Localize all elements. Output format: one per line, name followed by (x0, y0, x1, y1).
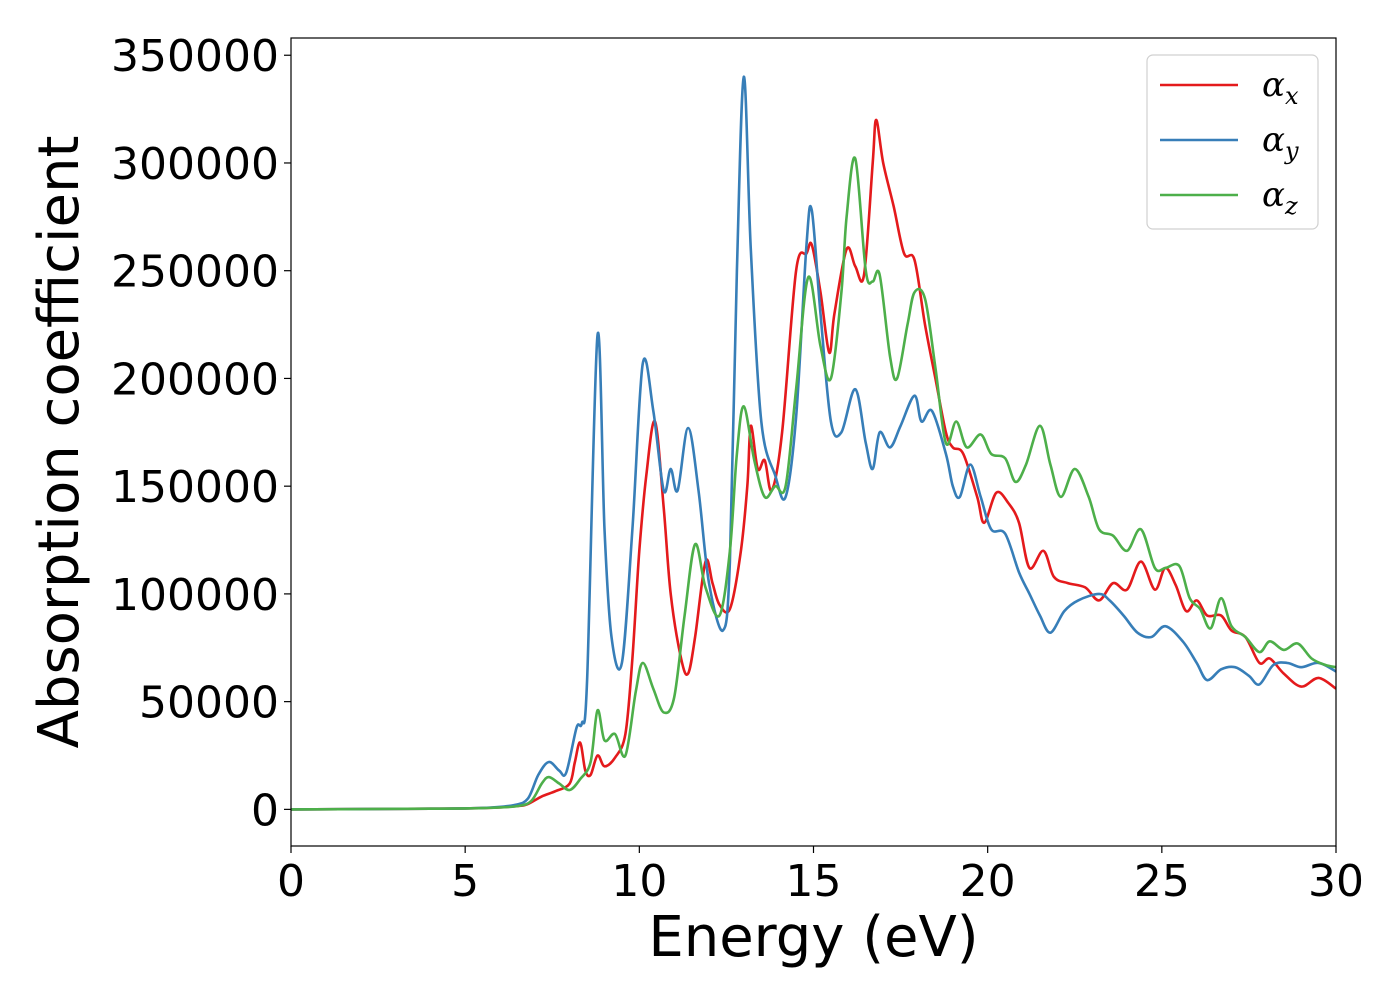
series-layer (291, 75, 1336, 811)
x-tick-label: 30 (1308, 856, 1364, 907)
tick-layer: 0 5 10 15 20 25 30 0 50000 100000 150000 200000 2500… (111, 31, 1364, 907)
y-tick-label: 350000 (111, 31, 279, 82)
series-line-x (291, 118, 1336, 811)
legend-label-y: αy (1262, 120, 1299, 165)
y-tick-label: 300000 (111, 139, 279, 190)
legend-box (1146, 54, 1319, 230)
y-axis-label: Absorption coefficient (27, 136, 92, 749)
x-tick-label: 25 (1134, 856, 1190, 907)
series-line-y (291, 75, 1336, 811)
plot-frame (290, 37, 1337, 847)
y-tick-label: 250000 (111, 247, 279, 298)
x-tick-label: 10 (611, 856, 667, 907)
x-tick-label: 5 (451, 856, 479, 907)
y-tick-label: 150000 (111, 462, 279, 513)
x-tick-label: 0 (277, 856, 305, 907)
x-tick-label: 15 (786, 856, 842, 907)
x-tick-label: 20 (960, 856, 1016, 907)
legend-label-x: αx (1262, 65, 1299, 110)
y-tick-label: 200000 (111, 354, 279, 405)
y-tick-label: 100000 (111, 570, 279, 621)
y-tick-label: 0 (251, 785, 279, 836)
x-axis-label: Energy (eV) (648, 905, 978, 970)
y-tick-label: 50000 (139, 678, 279, 729)
series-line-z (291, 156, 1336, 811)
